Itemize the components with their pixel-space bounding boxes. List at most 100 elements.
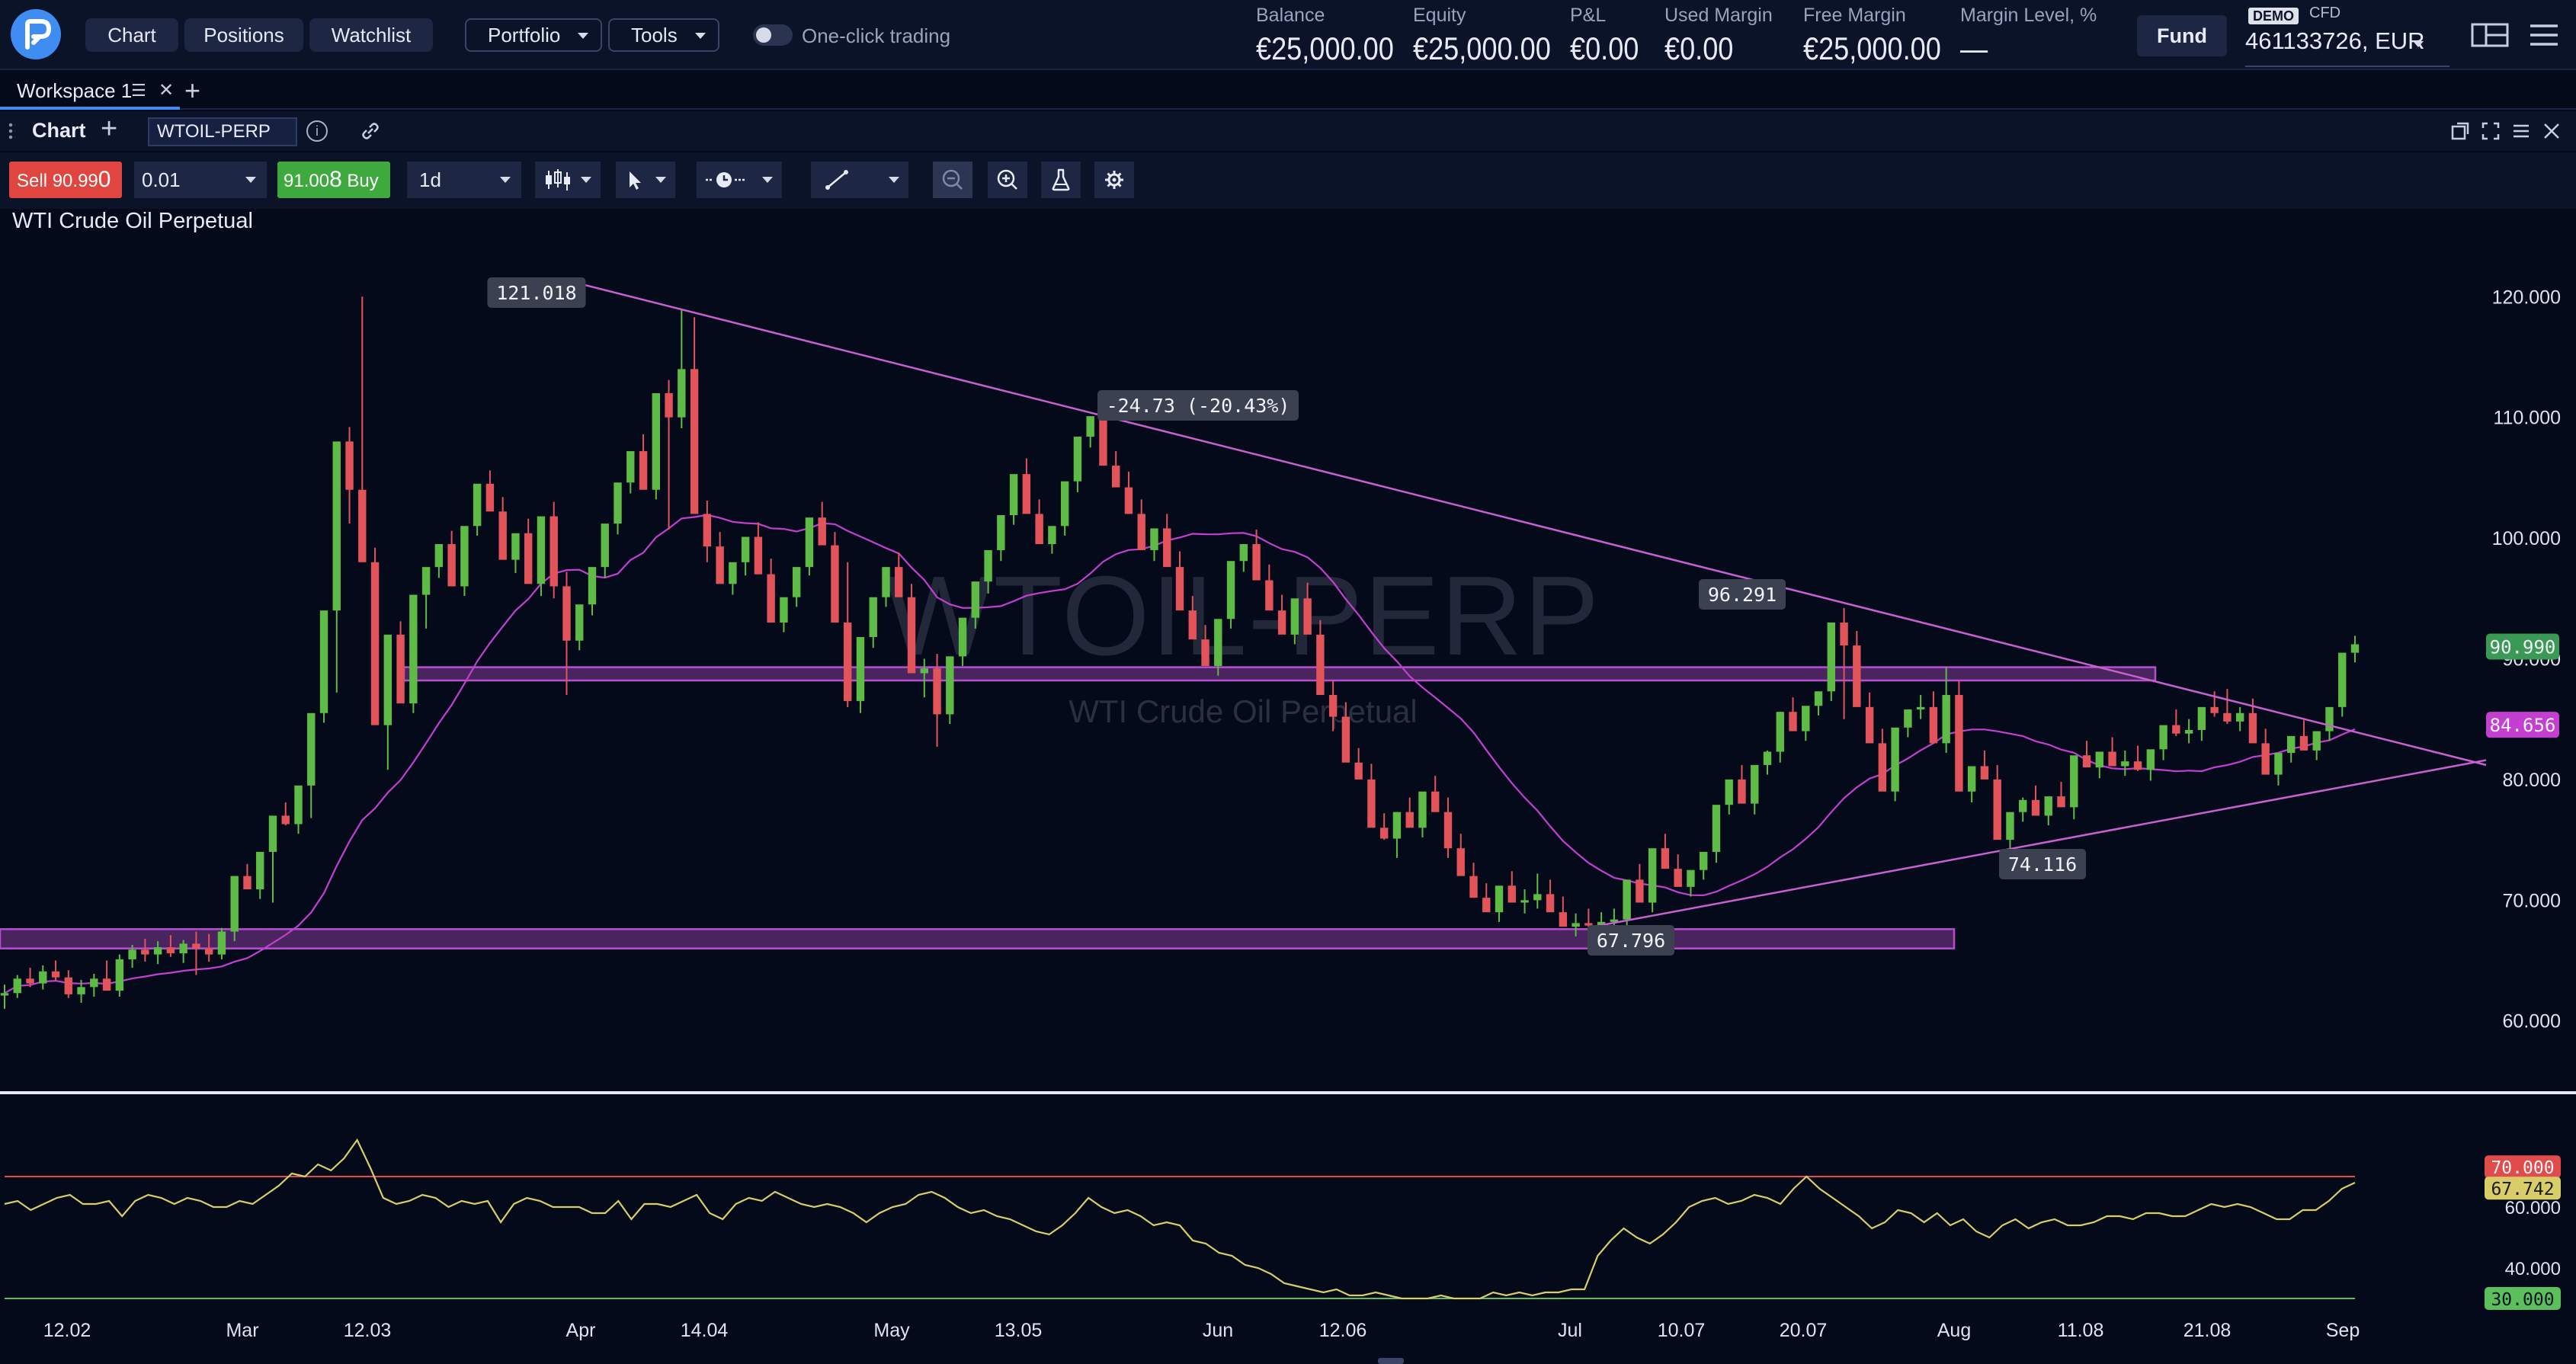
sell-button[interactable]: Sell 90.990 xyxy=(9,162,122,198)
one-click-trading-toggle[interactable] xyxy=(753,24,793,46)
candle xyxy=(1853,631,1861,707)
candle xyxy=(2108,737,2116,767)
nav-positions-button[interactable]: Positions xyxy=(184,18,303,52)
workspace-tab[interactable]: Workspace 1 ☰ ✕ xyxy=(0,72,180,110)
rsi-current-badge-text: 67.742 xyxy=(2491,1180,2554,1199)
candle-body xyxy=(831,545,839,623)
candle-body xyxy=(1226,561,1235,620)
candle xyxy=(1265,564,1274,611)
candle-body xyxy=(1418,791,1427,828)
candle-body xyxy=(217,931,226,955)
candle-body xyxy=(1763,751,1772,765)
candle-body xyxy=(2350,644,2360,653)
candle-body xyxy=(2235,712,2244,722)
cursor-dropdown[interactable] xyxy=(616,162,675,198)
timeframe-select[interactable]: 1d xyxy=(407,162,521,198)
candle xyxy=(1239,544,1248,572)
nav-watchlist-button[interactable]: Watchlist xyxy=(309,18,433,52)
candle xyxy=(1712,805,1721,863)
candle xyxy=(2299,720,2308,751)
price-axis: 120.000110.000100.00090.00080.00070.0006… xyxy=(2486,287,2561,1033)
portfolio-dropdown[interactable]: Portfolio xyxy=(465,18,602,52)
candle-body xyxy=(1163,528,1171,568)
candle xyxy=(1955,680,1963,792)
link-icon[interactable] xyxy=(358,119,383,143)
candle xyxy=(831,532,839,623)
quantity-select[interactable]: 0.01 xyxy=(134,162,267,198)
replay-dropdown[interactable] xyxy=(697,162,782,198)
candle xyxy=(792,567,801,607)
used-margin-value: €0.00 xyxy=(1664,30,1734,66)
buy-button[interactable]: 91.008 Buy xyxy=(277,162,390,198)
add-workspace-icon[interactable]: + xyxy=(184,75,201,106)
high-price-label-bg xyxy=(487,277,586,308)
candle-body xyxy=(780,597,788,623)
nav-chart-button[interactable]: Chart xyxy=(85,18,178,52)
balance-label: Balance xyxy=(1256,5,1325,26)
menu-icon[interactable] xyxy=(2526,20,2564,50)
candle-body xyxy=(2261,743,2270,775)
candle-body xyxy=(1865,706,1874,744)
candle-body xyxy=(2338,652,2347,707)
close-panel-icon[interactable] xyxy=(2541,120,2562,142)
candle xyxy=(1533,873,1542,909)
candle-body xyxy=(1661,848,1670,869)
candle-body xyxy=(869,597,877,637)
candle-body xyxy=(2070,755,2078,808)
fund-button[interactable]: Fund xyxy=(2137,15,2227,56)
mid-price-label-text: 96.291 xyxy=(1708,584,1777,606)
layout-panels-icon[interactable] xyxy=(2471,20,2509,50)
candle-body xyxy=(524,533,533,584)
candle-body xyxy=(1725,779,1733,805)
drawing-tools-dropdown[interactable] xyxy=(811,162,908,198)
symbol-input[interactable] xyxy=(148,117,297,146)
popout-icon[interactable] xyxy=(2449,120,2471,142)
broker-logo[interactable] xyxy=(11,9,61,59)
indicators-button[interactable] xyxy=(1041,162,1081,198)
instrument-name: WTI Crude Oil Perpetual xyxy=(12,209,253,233)
moving-average xyxy=(4,514,2356,994)
maximize-icon[interactable] xyxy=(2480,120,2501,142)
drag-handle-icon[interactable] xyxy=(8,122,15,140)
candle-body xyxy=(933,668,941,715)
candle-body xyxy=(1904,709,1912,728)
candle xyxy=(907,584,916,674)
list-icon[interactable]: ☰ xyxy=(131,81,146,100)
candle xyxy=(473,483,482,536)
pnl-label: P&L xyxy=(1570,5,1607,26)
candle-body xyxy=(678,369,686,418)
candle-body xyxy=(1265,580,1274,611)
low-price-label-text: 67.796 xyxy=(1597,930,1665,952)
zoom-in-icon xyxy=(997,169,1017,190)
candle-body xyxy=(90,978,98,988)
candle xyxy=(1699,851,1708,880)
chart-settings-button[interactable] xyxy=(1094,162,1134,198)
zoom-out-button[interactable] xyxy=(933,162,972,198)
price-change-label-text: -24.73 (-20.43%) xyxy=(1107,395,1290,417)
candle xyxy=(2146,749,2155,781)
chart-type-dropdown[interactable] xyxy=(535,162,601,198)
mid-price-label-bg xyxy=(1699,579,1786,610)
price-change-label: -24.73 (-20.43%) xyxy=(1097,390,1299,421)
candle xyxy=(2006,812,2014,850)
candle-body xyxy=(1431,791,1440,812)
candle xyxy=(1572,913,1580,937)
account-selector[interactable]: 461133726, EUR xyxy=(2245,27,2449,67)
candle xyxy=(460,526,469,597)
candle-body xyxy=(1776,712,1784,752)
candle xyxy=(256,851,264,899)
candle xyxy=(1035,499,1043,545)
info-icon[interactable]: i xyxy=(306,120,328,142)
zoom-in-button[interactable] xyxy=(988,162,1027,198)
time-tick-label: 11.08 xyxy=(2058,1320,2104,1341)
candle-body xyxy=(2095,751,2103,768)
descending-trendline xyxy=(582,283,2487,767)
candle-body xyxy=(690,369,699,514)
add-chart-icon[interactable]: + xyxy=(101,113,118,145)
panel-menu-icon[interactable] xyxy=(2510,120,2532,142)
tools-dropdown[interactable]: Tools xyxy=(608,18,719,52)
candle xyxy=(1546,879,1555,913)
close-icon[interactable]: ✕ xyxy=(159,80,175,101)
